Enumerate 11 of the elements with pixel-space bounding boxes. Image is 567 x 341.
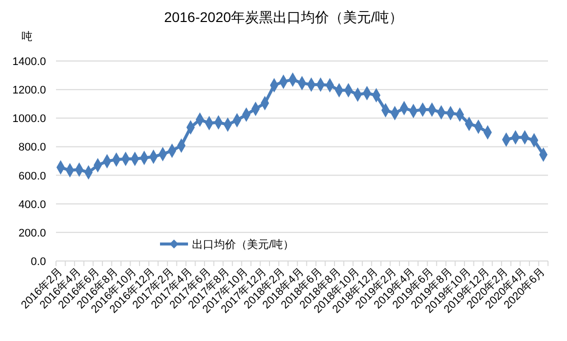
y-tick-label: 400.0: [18, 198, 46, 211]
y-axis-title: 吨: [22, 30, 32, 43]
chart-title: 2016-2020年炭黑出口均价（美元/吨）: [164, 9, 403, 25]
y-tick-label: 200.0: [18, 227, 46, 240]
y-tick-label: 800.0: [18, 142, 46, 154]
y-tick-label: 1200.0: [12, 84, 46, 97]
y-tick-label: 1000.0: [12, 113, 46, 126]
y-tick-label: 0.0: [30, 256, 46, 268]
y-tick-label: 600.0: [18, 170, 46, 182]
legend-label: 出口均价（美元/吨）: [192, 238, 294, 251]
y-tick-label: 1400.0: [12, 56, 46, 68]
